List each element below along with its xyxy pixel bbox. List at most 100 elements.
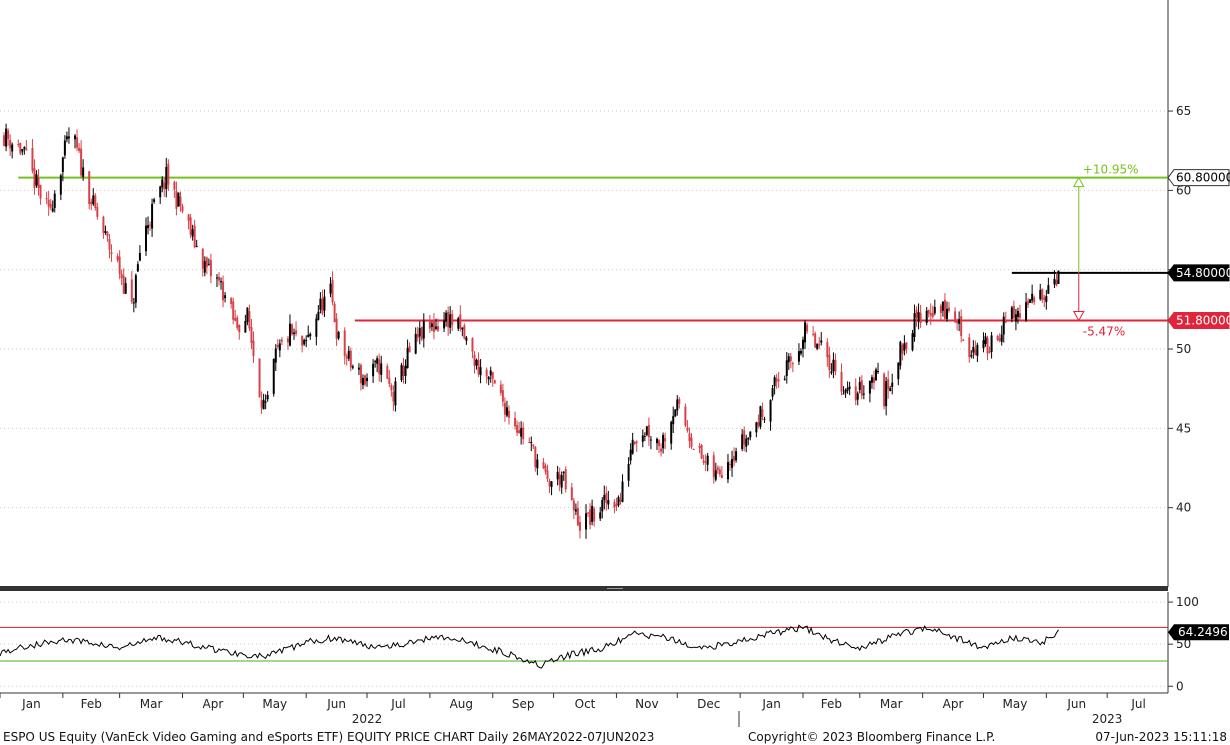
candle-body: [191, 229, 194, 237]
candle-body: [461, 327, 464, 330]
candle-body: [870, 377, 873, 383]
rsi-last-label: 64.2496: [1178, 625, 1228, 639]
candle-body: [716, 467, 719, 471]
candle-body: [974, 349, 977, 356]
candle-body: [1029, 299, 1032, 303]
candle-body: [205, 257, 208, 268]
candle-body: [749, 431, 752, 438]
candle-body: [848, 386, 851, 389]
candle-body: [976, 344, 979, 356]
month-label: Dec: [697, 697, 720, 711]
candle-body: [364, 375, 366, 385]
candle-body: [678, 399, 681, 404]
rsi-tick-label: 0: [1176, 679, 1184, 693]
month-label: Aug: [450, 697, 473, 711]
candle-body: [645, 426, 648, 436]
candle-body: [390, 385, 393, 391]
target-arrow-head: [1072, 176, 1085, 188]
candle-body: [986, 337, 989, 354]
candle-body: [970, 355, 973, 357]
candle-body: [333, 303, 336, 323]
month-label: Nov: [635, 697, 658, 711]
candle-body: [763, 418, 766, 420]
candle-body: [1002, 316, 1005, 335]
candle-body: [925, 310, 928, 323]
candle-body: [116, 255, 119, 261]
candle-body: [820, 340, 823, 343]
candle-body: [487, 377, 490, 380]
candle-body: [163, 182, 166, 190]
candle-body: [576, 507, 579, 526]
candle-body: [323, 296, 326, 311]
candle-body: [400, 364, 403, 381]
month-label: Oct: [575, 697, 596, 711]
candle-body: [345, 356, 348, 359]
candle-body: [437, 326, 439, 331]
candle-body: [404, 365, 407, 376]
candle-body: [19, 142, 22, 154]
candle-body: [617, 497, 620, 506]
candle-body: [627, 463, 630, 481]
candle-body: [641, 435, 644, 442]
candle-body: [647, 425, 650, 438]
candle-body: [658, 440, 661, 447]
target-percent-label: -5.47%: [1083, 324, 1125, 338]
candle-body: [686, 427, 689, 431]
candle-body: [291, 324, 293, 335]
candle-body: [74, 135, 77, 140]
candle-body: [307, 334, 310, 338]
candle-body: [621, 481, 624, 502]
candle-body: [357, 367, 360, 370]
candle-body: [35, 174, 38, 186]
candle-body: [962, 339, 965, 341]
candle-body: [63, 140, 66, 156]
candle-body: [842, 393, 845, 395]
candle-body: [532, 444, 535, 447]
candle-body: [321, 298, 324, 314]
candle-body: [76, 137, 79, 148]
candle-body: [138, 253, 141, 261]
candle-body: [108, 238, 111, 250]
month-label: Jul: [390, 697, 405, 711]
candle-body: [891, 382, 894, 387]
candle-body: [726, 462, 729, 480]
candle-body: [629, 449, 632, 461]
candle-body: [266, 395, 269, 400]
candle-body: [1053, 278, 1056, 285]
footer-title: ESPO US Equity (VanEck Video Gaming and …: [3, 730, 654, 744]
month-label: Mar: [880, 697, 903, 711]
candle-body: [187, 214, 190, 221]
candle-body: [65, 136, 68, 140]
target-percent-label: +10.95%: [1083, 163, 1139, 177]
candle-body: [988, 351, 991, 353]
candle-body: [274, 348, 277, 363]
candle-body: [47, 199, 50, 207]
candle-body: [248, 311, 251, 329]
candle-body: [293, 332, 296, 335]
candle-body: [982, 340, 985, 349]
candle-body: [272, 359, 275, 394]
candle-body: [747, 437, 750, 440]
candle-body: [80, 148, 83, 176]
candle-body: [844, 389, 847, 393]
candle-body: [359, 365, 362, 384]
candle-body: [791, 363, 794, 365]
candle-body: [1031, 293, 1034, 301]
candle-body: [956, 320, 959, 324]
panel-divider[interactable]: [0, 586, 1168, 591]
candle-body: [11, 144, 14, 152]
candle-body: [309, 333, 312, 337]
candle-body: [232, 301, 235, 320]
level-badge: [1167, 169, 1230, 187]
footer-copyright: Copyright© 2023 Bloomberg Finance L.P.: [748, 730, 995, 744]
candle-body: [929, 312, 932, 316]
candle-body: [660, 448, 663, 452]
candle-body: [635, 441, 638, 444]
candle-body: [619, 499, 622, 502]
candle-body: [574, 509, 577, 512]
candle-body: [840, 371, 843, 392]
candle-body: [731, 459, 734, 468]
month-label: Mar: [140, 697, 163, 711]
candle-body: [702, 460, 705, 464]
candle-body: [88, 171, 91, 205]
